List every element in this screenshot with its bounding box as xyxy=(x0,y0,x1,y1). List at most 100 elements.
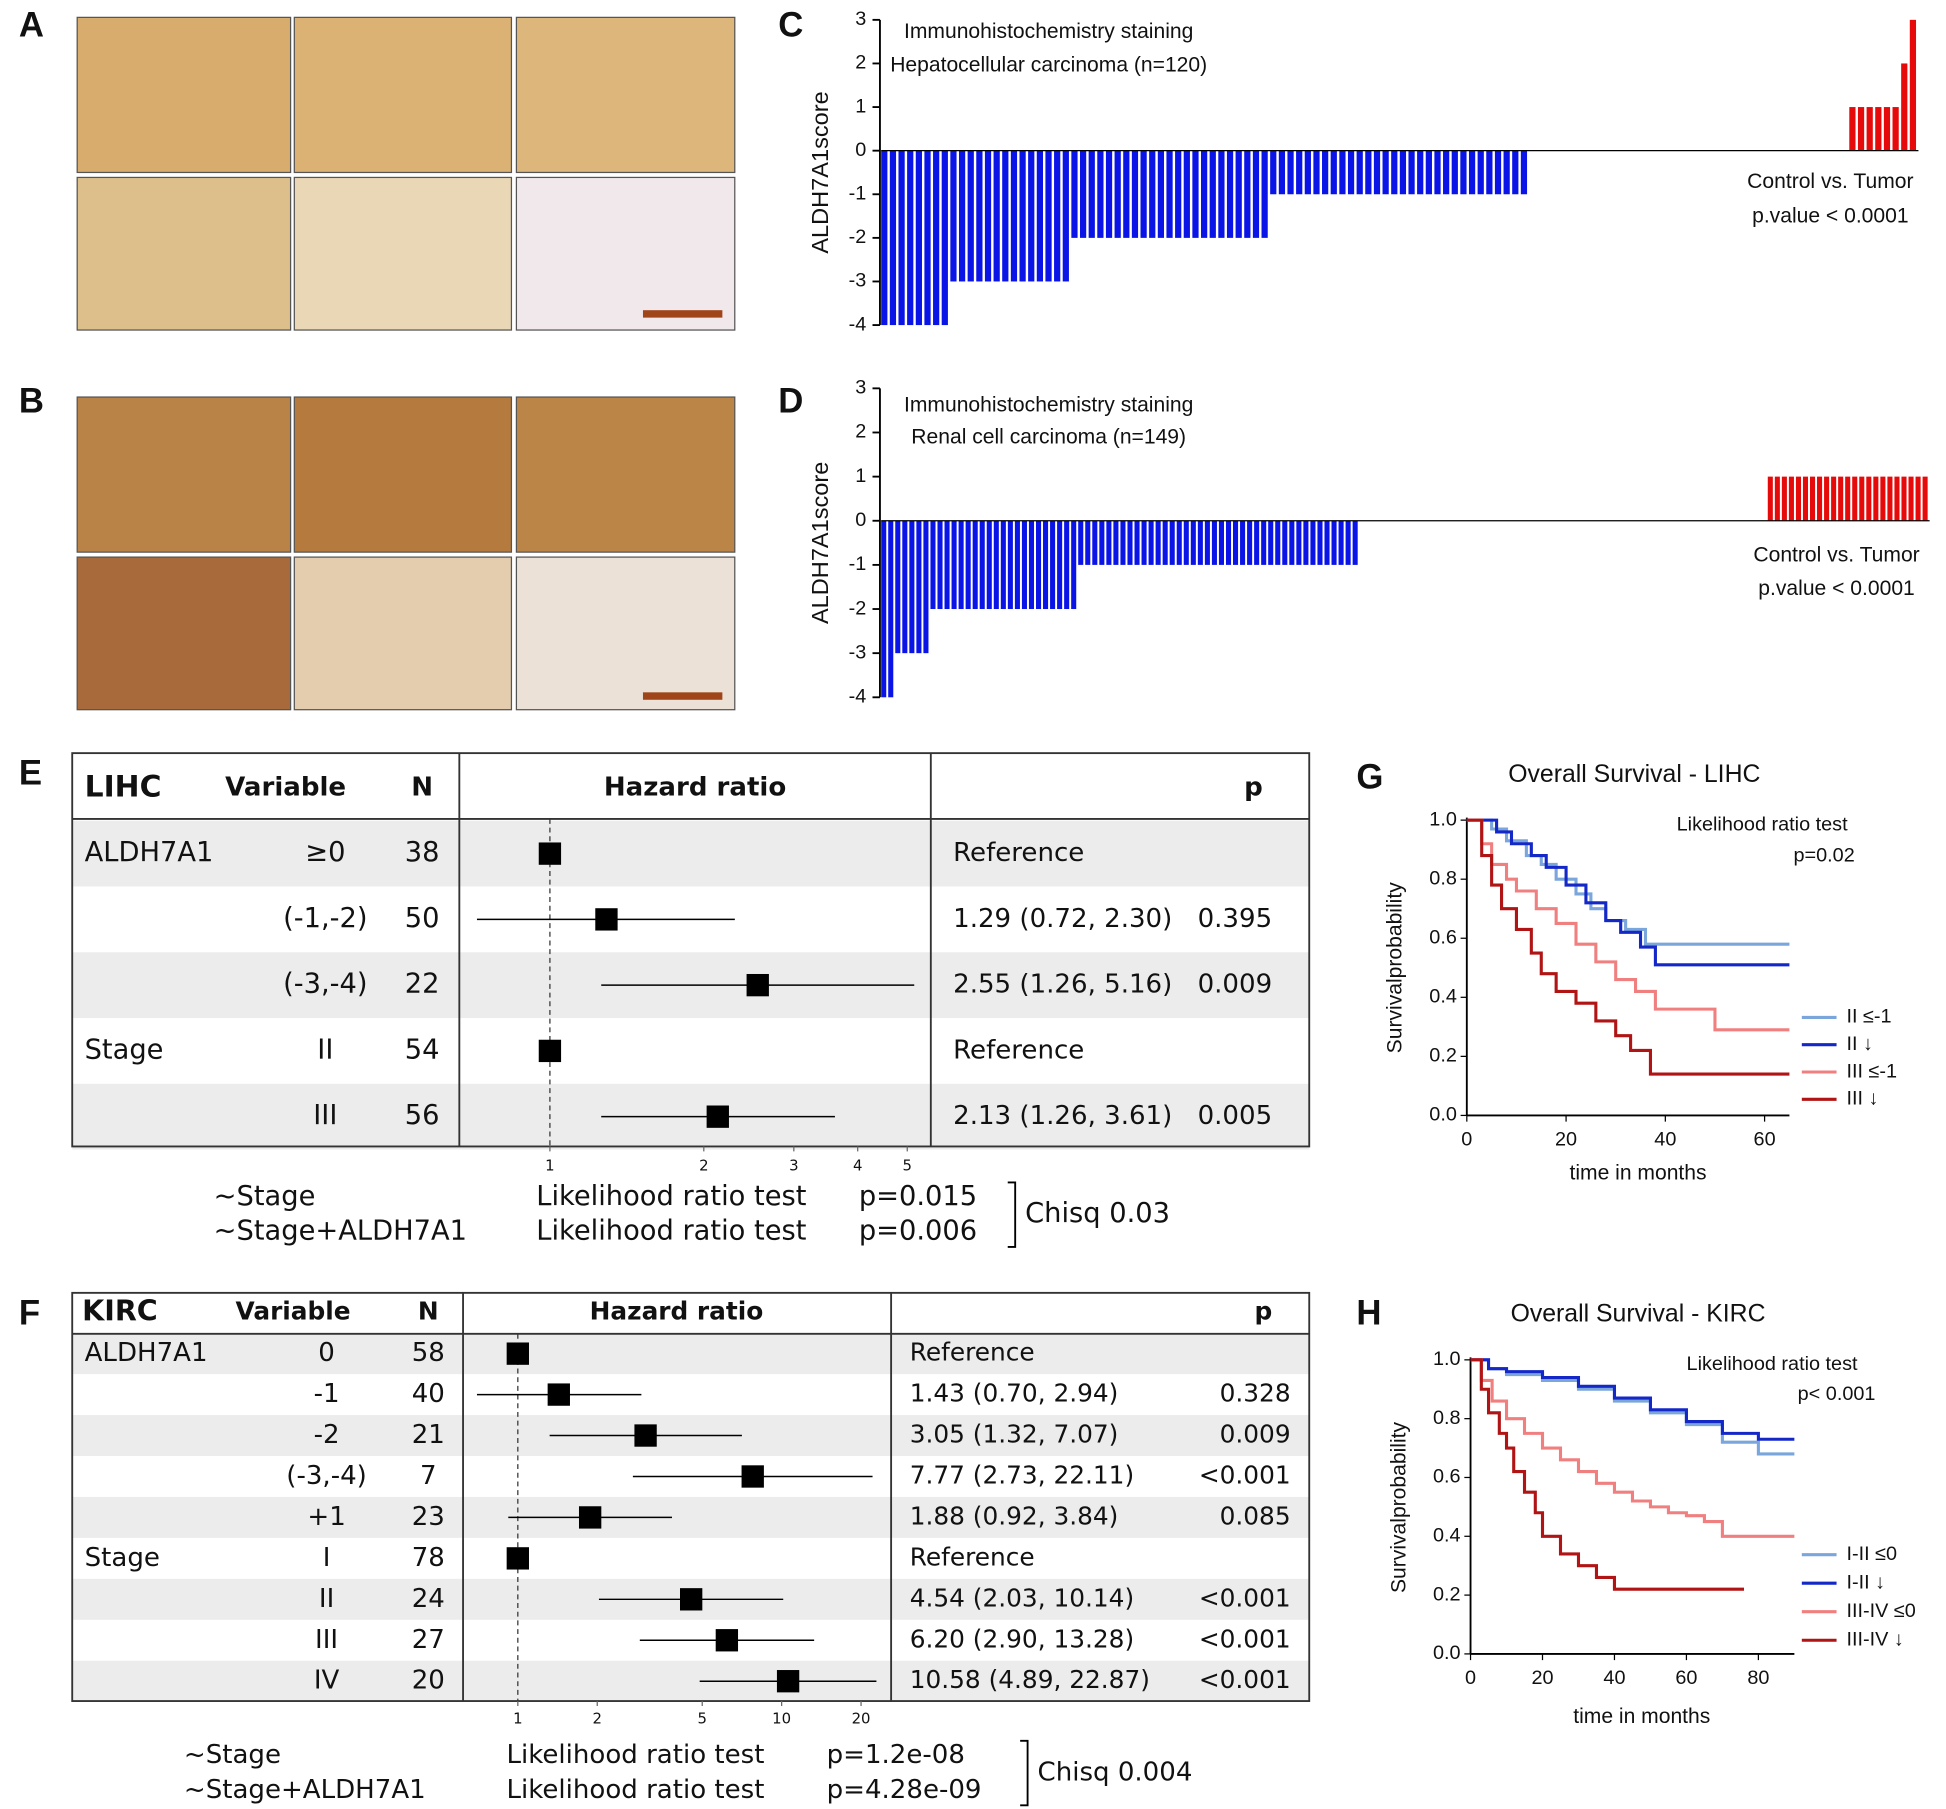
bar xyxy=(1192,150,1199,238)
x-tick-label: 20 xyxy=(852,1710,871,1728)
y-tick-label: -2 xyxy=(849,226,867,248)
survival-curve xyxy=(1466,818,1790,967)
bar xyxy=(1817,476,1823,521)
p-value: 0.005 xyxy=(1198,1101,1273,1131)
bar xyxy=(1824,476,1830,521)
estimate: 10.58 (4.89, 22.87) xyxy=(910,1665,1150,1694)
x-tick-label: 40 xyxy=(1654,1128,1676,1150)
bar xyxy=(1140,150,1147,238)
image xyxy=(515,396,736,553)
n: 78 xyxy=(412,1543,445,1573)
bar xyxy=(993,520,999,610)
bar xyxy=(1149,150,1156,238)
y-tick-label: 0.2 xyxy=(1433,1583,1461,1605)
bar xyxy=(907,150,914,326)
bar xyxy=(1324,520,1330,565)
y-tick-label: 0 xyxy=(855,139,866,161)
hr-box xyxy=(595,908,618,931)
bar xyxy=(1901,63,1908,151)
bar xyxy=(1849,107,1856,151)
bar xyxy=(1197,520,1203,565)
x-tick-label: 2 xyxy=(593,1710,602,1728)
bar xyxy=(1391,150,1398,195)
n: 50 xyxy=(405,903,440,934)
row-shade xyxy=(72,820,1310,887)
estimate: 7.77 (2.73, 22.11) xyxy=(910,1460,1134,1489)
bar xyxy=(1313,150,1320,195)
p-value: <0.001 xyxy=(1199,1460,1291,1489)
y-tick-label: -3 xyxy=(849,641,867,663)
x-tick-label: 1 xyxy=(513,1710,522,1728)
model-p: p=0.006 xyxy=(859,1216,977,1247)
bar xyxy=(1252,150,1260,238)
bar xyxy=(1330,150,1337,195)
n: 20 xyxy=(412,1666,445,1696)
bar xyxy=(1079,150,1087,238)
variable: Stage xyxy=(85,1034,164,1065)
panel-label: F xyxy=(19,1294,40,1332)
bar xyxy=(965,520,971,610)
survival-curve xyxy=(1470,1358,1795,1441)
bar xyxy=(1014,520,1020,610)
annotation: Likelihood ratio test xyxy=(1687,1353,1858,1375)
estimate: 3.05 (1.32, 7.07) xyxy=(910,1420,1119,1449)
bar xyxy=(1310,520,1316,565)
bar xyxy=(1057,520,1063,610)
bar xyxy=(1289,520,1295,565)
y-tick-label: 0.8 xyxy=(1433,1407,1461,1429)
bar xyxy=(958,150,966,282)
chart-title: Overall Survival - KIRC xyxy=(1511,1301,1766,1328)
y-axis-label: ALDH7A1score xyxy=(807,91,833,253)
n: 40 xyxy=(412,1379,445,1409)
bar xyxy=(1339,150,1346,195)
panel-label: G xyxy=(1356,758,1383,796)
bar xyxy=(976,150,983,282)
model-test: Likelihood ratio test xyxy=(506,1740,764,1770)
bar xyxy=(993,150,1000,282)
bar xyxy=(1338,520,1344,565)
y-tick-label: 0.8 xyxy=(1429,867,1457,889)
annotation: p=0.02 xyxy=(1794,844,1855,866)
y-tick-label: 1 xyxy=(855,95,866,117)
annotation: p.value < 0.0001 xyxy=(1758,577,1914,600)
model-test: Likelihood ratio test xyxy=(506,1775,764,1805)
hr-box xyxy=(506,1547,529,1570)
estimate: 2.13 (1.26, 3.61) xyxy=(953,1101,1172,1131)
y-tick-label: -3 xyxy=(849,270,867,292)
panel-label: D xyxy=(778,382,803,420)
bar xyxy=(1270,150,1277,195)
legend-label: I-II ≤0 xyxy=(1846,1543,1897,1565)
comparison: Chisq 0.004 xyxy=(1038,1758,1193,1788)
bar xyxy=(972,520,978,610)
y-axis-label: ALDH7A1score xyxy=(807,462,833,624)
x-tick-label: 0 xyxy=(1461,1128,1472,1150)
image xyxy=(515,556,736,711)
survival-curve xyxy=(1470,1358,1795,1538)
bar xyxy=(1240,520,1246,565)
n: 38 xyxy=(405,837,440,868)
y-tick-label: -4 xyxy=(849,686,867,708)
bar xyxy=(881,150,888,326)
bar xyxy=(1382,150,1389,195)
bar xyxy=(1105,150,1113,238)
p-value: 0.085 xyxy=(1220,1501,1291,1530)
bar xyxy=(1468,150,1476,195)
n: 23 xyxy=(412,1502,445,1532)
x-tick-label: 10 xyxy=(772,1710,791,1728)
bar xyxy=(1019,150,1026,282)
bar xyxy=(930,520,936,610)
bar xyxy=(1007,520,1013,610)
bar xyxy=(1088,150,1095,238)
bar xyxy=(1880,476,1886,521)
bar xyxy=(1141,520,1147,565)
hr-box xyxy=(741,1465,764,1488)
bar xyxy=(1085,520,1091,565)
bar xyxy=(1106,520,1112,565)
model-p: p=4.28e-09 xyxy=(827,1775,982,1805)
bar xyxy=(1866,107,1873,151)
bar xyxy=(1225,520,1232,565)
p-value: 0.328 xyxy=(1220,1379,1291,1408)
model-formula: ~Stage+ALDH7A1 xyxy=(184,1775,426,1805)
bar xyxy=(1296,520,1302,565)
column-header: N xyxy=(418,1297,439,1326)
